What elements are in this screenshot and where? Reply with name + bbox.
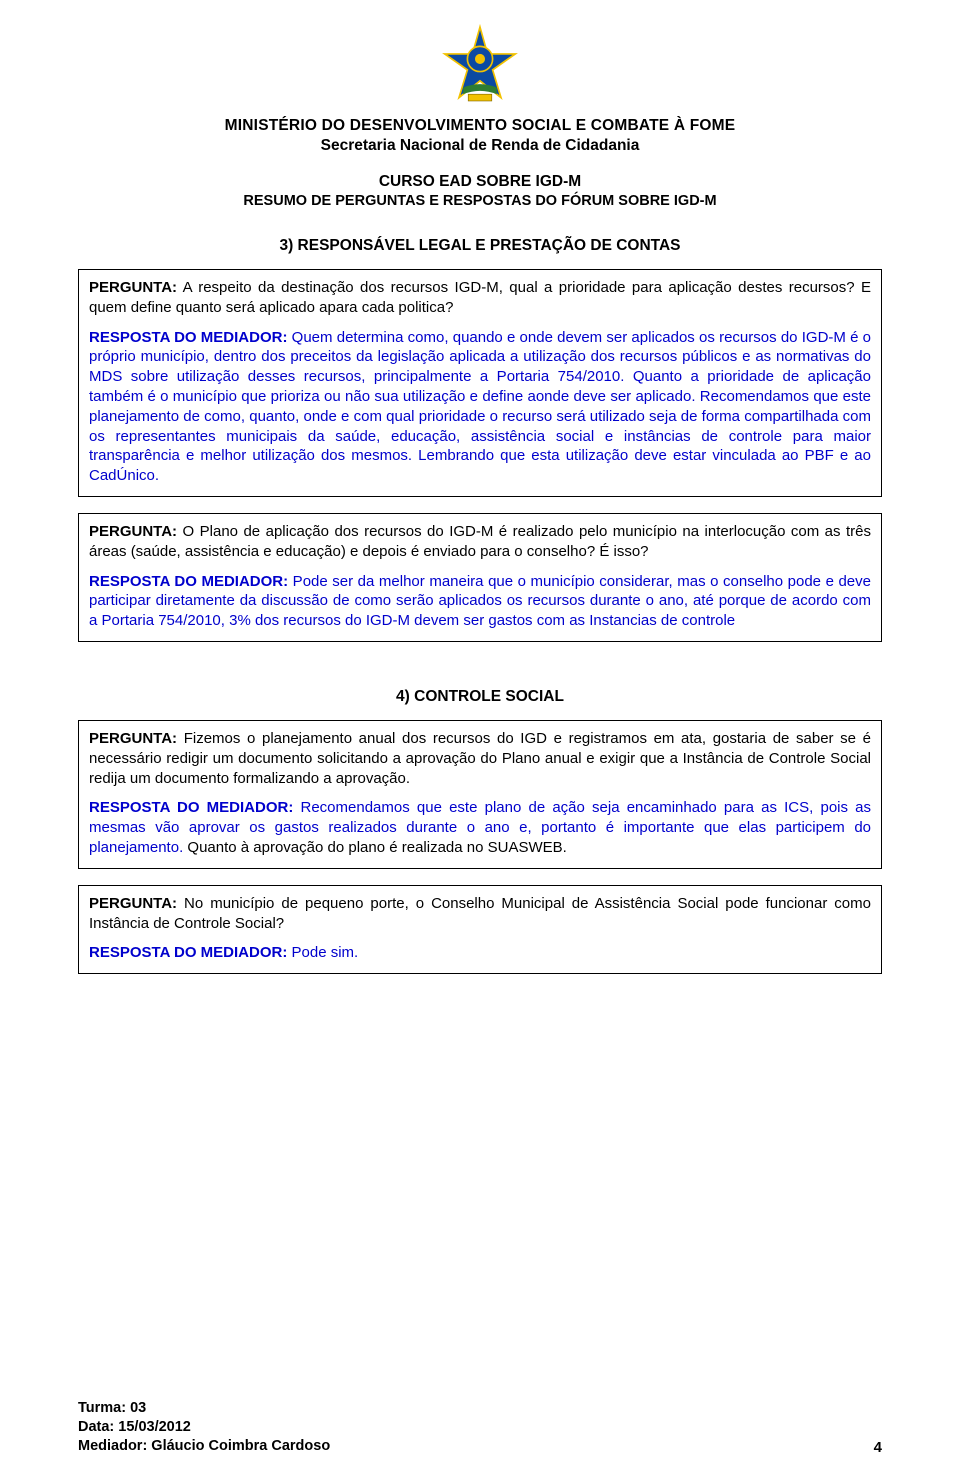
- qa4-answer-period: .: [354, 944, 358, 961]
- section-3-title: 3) RESPONSÁVEL LEGAL E PRESTAÇÃO DE CONT…: [78, 237, 882, 255]
- footer-page-number: 4: [874, 1439, 882, 1456]
- footer-data: Data: 15/03/2012: [78, 1418, 330, 1437]
- pergunta-label: PERGUNTA:: [89, 279, 177, 296]
- qa3-answer-part2: Quanto à aprovação do plano é realizada …: [183, 839, 567, 856]
- header-subtitle: RESUMO DE PERGUNTAS E RESPOSTAS DO FÓRUM…: [78, 193, 882, 209]
- qa2-question-text: O Plano de aplicação dos recursos do IGD…: [89, 523, 871, 560]
- footer-meta: Turma: 03 Data: 15/03/2012 Mediador: Glá…: [78, 1399, 330, 1456]
- resposta-label: RESPOSTA DO MEDIADOR:: [89, 329, 287, 346]
- resposta-label: RESPOSTA DO MEDIADOR:: [89, 573, 288, 590]
- qa3-answer: RESPOSTA DO MEDIADOR: Recomendamos que e…: [89, 798, 871, 857]
- qa3-question: PERGUNTA: Fizemos o planejamento anual d…: [89, 729, 871, 788]
- resposta-label: RESPOSTA DO MEDIADOR:: [89, 799, 293, 816]
- section-4-title: 4) CONTROLE SOCIAL: [78, 688, 882, 706]
- document-page: MINISTÉRIO DO DESENVOLVIMENTO SOCIAL E C…: [0, 0, 960, 1474]
- resposta-label: RESPOSTA DO MEDIADOR:: [89, 944, 287, 961]
- footer-mediador: Mediador: Gláucio Coimbra Cardoso: [78, 1437, 330, 1456]
- qa4-answer-text: Pode sim: [287, 944, 354, 961]
- qa4-answer: RESPOSTA DO MEDIADOR: Pode sim.: [89, 943, 871, 963]
- qa4-question: PERGUNTA: No município de pequeno porte,…: [89, 894, 871, 934]
- qa1-question: PERGUNTA: A respeito da destinação dos r…: [89, 278, 871, 318]
- qa-box-2: PERGUNTA: O Plano de aplicação dos recur…: [78, 513, 882, 642]
- coat-of-arms-logo: [78, 22, 882, 111]
- pergunta-label: PERGUNTA:: [89, 523, 177, 540]
- qa2-question: PERGUNTA: O Plano de aplicação dos recur…: [89, 522, 871, 562]
- pergunta-label: PERGUNTA:: [89, 895, 177, 912]
- qa2-answer: RESPOSTA DO MEDIADOR: Pode ser da melhor…: [89, 572, 871, 631]
- page-footer: Turma: 03 Data: 15/03/2012 Mediador: Glá…: [78, 1399, 882, 1456]
- qa-box-1: PERGUNTA: A respeito da destinação dos r…: [78, 269, 882, 497]
- qa-box-4: PERGUNTA: No município de pequeno porte,…: [78, 885, 882, 974]
- header-course: CURSO EAD SOBRE IGD-M: [78, 173, 882, 191]
- qa4-question-text: No município de pequeno porte, o Conselh…: [89, 895, 871, 932]
- footer-turma: Turma: 03: [78, 1399, 330, 1418]
- qa1-answer-text: Quem determina como, quando e onde devem…: [89, 329, 871, 485]
- pergunta-label: PERGUNTA:: [89, 730, 177, 747]
- qa1-question-text: A respeito da destinação dos recursos IG…: [89, 279, 871, 316]
- header-ministry: MINISTÉRIO DO DESENVOLVIMENTO SOCIAL E C…: [78, 117, 882, 135]
- brazil-emblem-icon: [438, 22, 522, 106]
- qa-box-3: PERGUNTA: Fizemos o planejamento anual d…: [78, 720, 882, 869]
- qa1-answer: RESPOSTA DO MEDIADOR: Quem determina com…: [89, 328, 871, 486]
- header-secretariat: Secretaria Nacional de Renda de Cidadani…: [78, 137, 882, 155]
- qa3-question-text: Fizemos o planejamento anual dos recurso…: [89, 730, 871, 787]
